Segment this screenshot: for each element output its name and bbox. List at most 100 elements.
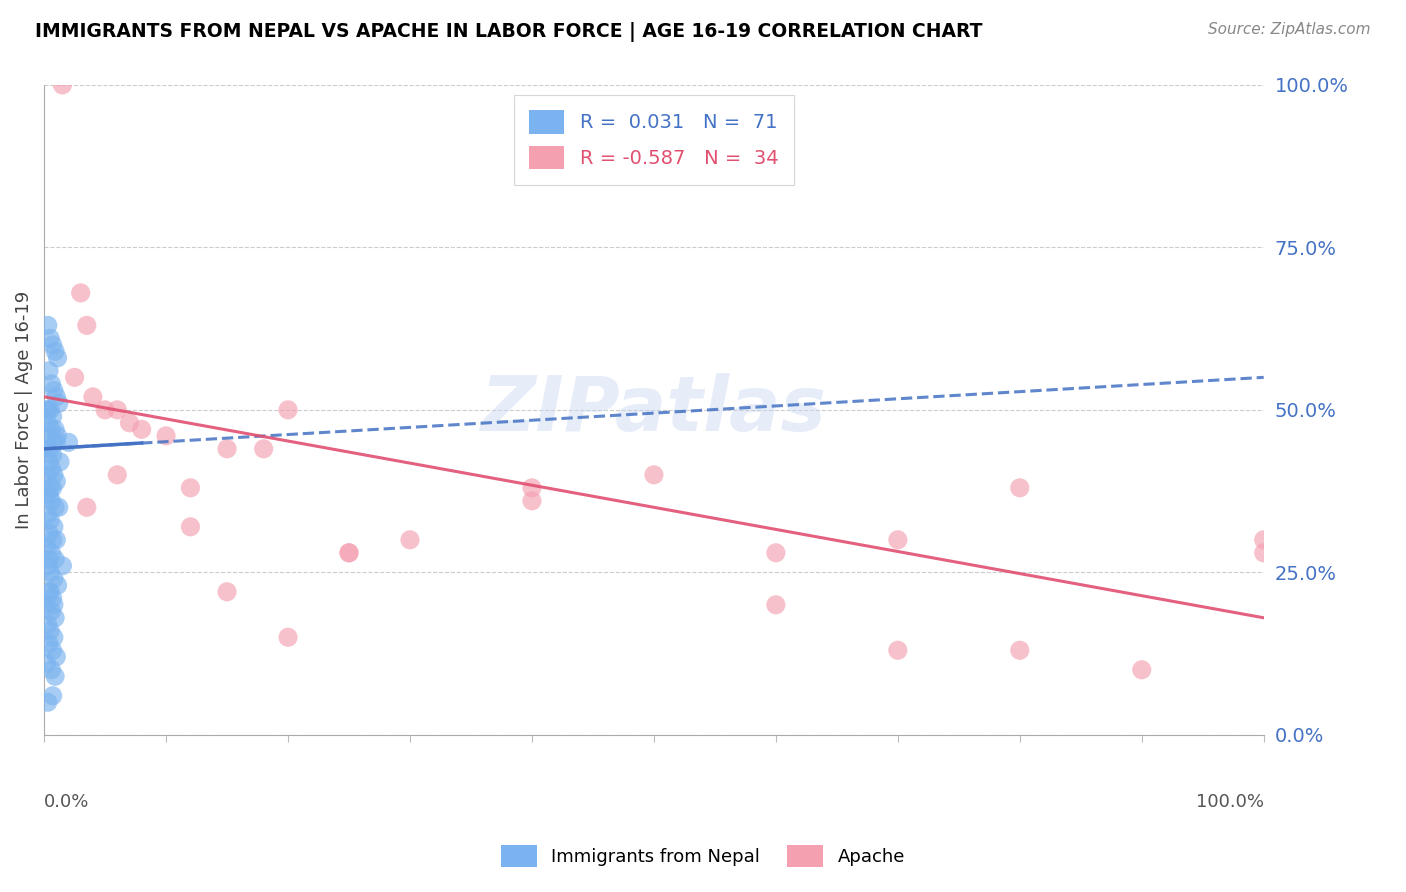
Point [58, 435, 80, 450]
Point [44, 422, 66, 436]
Point [337, 546, 360, 560]
Point [38, 364, 60, 378]
Point [35, 487, 58, 501]
Point [41, 481, 63, 495]
Point [179, 520, 201, 534]
Point [38, 429, 60, 443]
Point [42, 384, 65, 398]
Y-axis label: In Labor Force | Age 16-19: In Labor Force | Age 16-19 [15, 291, 32, 529]
Point [277, 630, 299, 644]
Text: Source: ZipAtlas.com: Source: ZipAtlas.com [1208, 22, 1371, 37]
Point [45, 533, 67, 547]
Point [44, 552, 66, 566]
Point [1008, 481, 1031, 495]
Point [35, 402, 58, 417]
Point [42, 520, 65, 534]
Point [37, 467, 59, 482]
Point [37, 507, 59, 521]
Point [277, 402, 299, 417]
Point [37, 416, 59, 430]
Point [41, 422, 63, 436]
Point [39, 513, 62, 527]
Point [46, 351, 69, 365]
Point [41, 663, 63, 677]
Point [35, 598, 58, 612]
Point [399, 533, 422, 547]
Point [35, 442, 58, 456]
Point [105, 467, 128, 482]
Point [41, 643, 63, 657]
Point [520, 493, 543, 508]
Point [215, 584, 238, 599]
Point [49, 455, 72, 469]
Point [38, 584, 60, 599]
Point [94, 402, 117, 417]
Point [63, 370, 86, 384]
Point [37, 617, 59, 632]
Point [39, 402, 62, 417]
Point [76, 500, 98, 515]
Point [253, 442, 276, 456]
Point [337, 546, 360, 560]
Point [41, 461, 63, 475]
Point [45, 390, 67, 404]
Point [1253, 546, 1275, 560]
Point [39, 442, 62, 456]
Point [39, 584, 62, 599]
Point [41, 591, 63, 606]
Point [1008, 643, 1031, 657]
Point [44, 611, 66, 625]
Point [1253, 533, 1275, 547]
Point [105, 402, 128, 417]
Point [1130, 663, 1153, 677]
Point [37, 402, 59, 417]
Point [215, 442, 238, 456]
Point [131, 422, 153, 436]
Point [38, 487, 60, 501]
Point [35, 539, 58, 553]
Point [38, 552, 60, 566]
Point [38, 637, 60, 651]
Point [887, 533, 910, 547]
Point [37, 558, 59, 573]
Point [38, 526, 60, 541]
Point [41, 493, 63, 508]
Point [41, 604, 63, 618]
Point [42, 435, 65, 450]
Point [39, 331, 62, 345]
Point [46, 429, 69, 443]
Point [45, 649, 67, 664]
Point [45, 435, 67, 450]
Point [48, 500, 70, 515]
Point [46, 578, 69, 592]
Point [45, 475, 67, 489]
Legend: R =  0.031   N =  71, R = -0.587   N =  34: R = 0.031 N = 71, R = -0.587 N = 34 [513, 95, 794, 185]
Point [155, 429, 177, 443]
Point [37, 695, 59, 709]
Point [41, 338, 63, 352]
Point [643, 467, 665, 482]
Point [887, 643, 910, 657]
Point [51, 558, 73, 573]
Text: 100.0%: 100.0% [1195, 793, 1264, 811]
Point [39, 624, 62, 638]
Point [41, 533, 63, 547]
Point [41, 546, 63, 560]
Point [39, 566, 62, 580]
Point [44, 669, 66, 683]
Point [42, 572, 65, 586]
Point [118, 416, 141, 430]
Point [41, 409, 63, 424]
Point [51, 78, 73, 92]
Point [39, 481, 62, 495]
Point [35, 657, 58, 671]
Point [44, 344, 66, 359]
Point [41, 376, 63, 391]
Point [42, 467, 65, 482]
Point [48, 396, 70, 410]
Legend: Immigrants from Nepal, Apache: Immigrants from Nepal, Apache [494, 838, 912, 874]
Point [37, 318, 59, 333]
Text: ZIPatlas: ZIPatlas [481, 373, 827, 447]
Point [44, 500, 66, 515]
Text: 0.0%: 0.0% [44, 793, 90, 811]
